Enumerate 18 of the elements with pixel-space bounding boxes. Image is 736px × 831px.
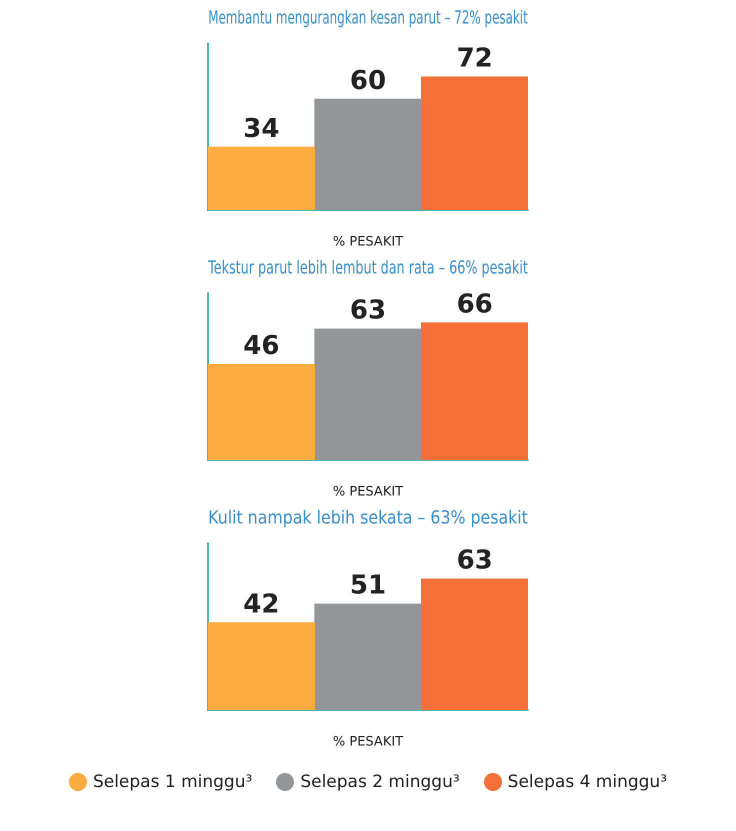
- chart-title: Kulit nampak lebih sekata – 63% pesakit: [208, 506, 528, 528]
- chart-title: Membantu mengurangkan kesan parut – 72% pesakit: [208, 6, 528, 28]
- chart-title: Tekstur parut lebih lembut dan rata – 66% pesakit: [207, 257, 528, 278]
- data-label: 42: [243, 589, 280, 620]
- data-label: 66: [456, 289, 493, 320]
- legend-label: Selepas 4 minggu³: [508, 772, 668, 792]
- x-axis-title: % PESAKIT: [332, 234, 404, 250]
- data-label: 34: [243, 114, 280, 144]
- legend-label: Selepas 1 minggu³: [92, 772, 252, 792]
- legend-label: Selepas 2 minggu³: [300, 772, 460, 792]
- data-label: 63: [350, 296, 386, 326]
- data-label: 72: [456, 44, 493, 74]
- data-label: 46: [243, 331, 280, 362]
- data-label: 63: [456, 546, 493, 576]
- x-axis-title: % PESAKIT: [332, 734, 404, 750]
- data-label: 60: [350, 66, 386, 96]
- x-axis-title: % PESAKIT: [332, 484, 404, 500]
- data-label: 51: [350, 570, 386, 601]
